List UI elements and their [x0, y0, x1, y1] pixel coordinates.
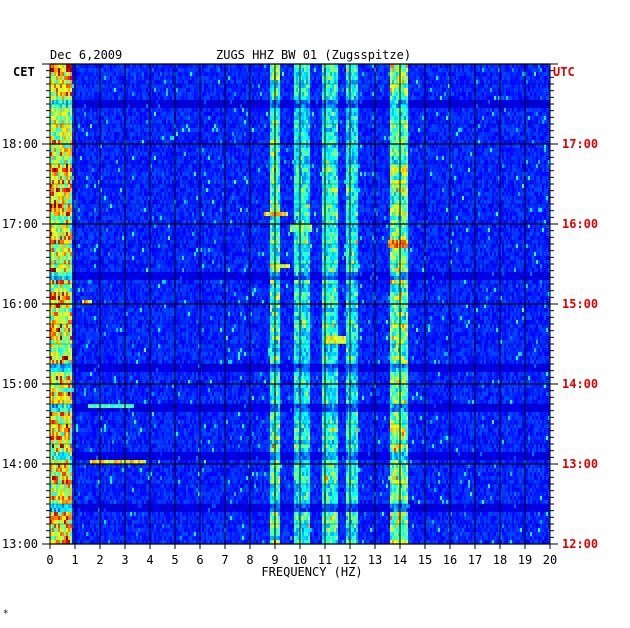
- y-tick-label-cet: 13:00: [2, 537, 38, 551]
- x-tick-label: 6: [196, 553, 203, 567]
- x-tick-label: 14: [393, 553, 407, 567]
- footer-mark: *: [3, 609, 8, 619]
- y-tick-label-cet: 14:00: [2, 457, 38, 471]
- utc-label: UTC: [553, 65, 575, 79]
- y-tick-label-utc: 15:00: [562, 297, 598, 311]
- grid-lines: [49, 63, 551, 545]
- x-tick-label: 11: [318, 553, 332, 567]
- station-title: ZUGS HHZ BW 01 (Zugsspitze): [216, 48, 411, 62]
- x-tick-label: 17: [468, 553, 482, 567]
- x-tick-label: 4: [146, 553, 153, 567]
- x-tick-label: 9: [271, 553, 278, 567]
- x-tick-label: 15: [418, 553, 432, 567]
- cet-label: CET: [13, 65, 35, 79]
- x-tick-label: 16: [443, 553, 457, 567]
- x-tick-label: 8: [246, 553, 253, 567]
- y-tick-label-utc: 12:00: [562, 537, 598, 551]
- x-tick-label: 7: [221, 553, 228, 567]
- x-tick-label: 12: [343, 553, 357, 567]
- y-tick-label-cet: 18:00: [2, 137, 38, 151]
- x-tick-label: 5: [171, 553, 178, 567]
- axes: 0 1 2 3 4 5 6 7 8 9 10 11 12 13 14 15 16 17 18 19 2013:0014:…: [2, 63, 598, 567]
- y-tick-label-cet: 17:00: [2, 217, 38, 231]
- x-tick-label: 2: [96, 553, 103, 567]
- x-tick-label: 10: [293, 553, 307, 567]
- y-tick-label-utc: 13:00: [562, 457, 598, 471]
- x-tick-label: 0: [46, 553, 53, 567]
- y-tick-label-cet: 16:00: [2, 297, 38, 311]
- x-tick-label: 3: [121, 553, 128, 567]
- y-tick-label-utc: 17:00: [562, 137, 598, 151]
- x-tick-label: 13: [368, 553, 382, 567]
- x-tick-label: 18: [493, 553, 507, 567]
- x-axis-label: FREQUENCY (HZ): [261, 565, 362, 579]
- y-tick-label-cet: 15:00: [2, 377, 38, 391]
- y-tick-label-utc: 14:00: [562, 377, 598, 391]
- x-tick-label: 20: [543, 553, 557, 567]
- x-tick-label: 1: [71, 553, 78, 567]
- y-tick-label-utc: 16:00: [562, 217, 598, 231]
- x-tick-label: 19: [518, 553, 532, 567]
- date-label: Dec 6,2009: [50, 48, 122, 62]
